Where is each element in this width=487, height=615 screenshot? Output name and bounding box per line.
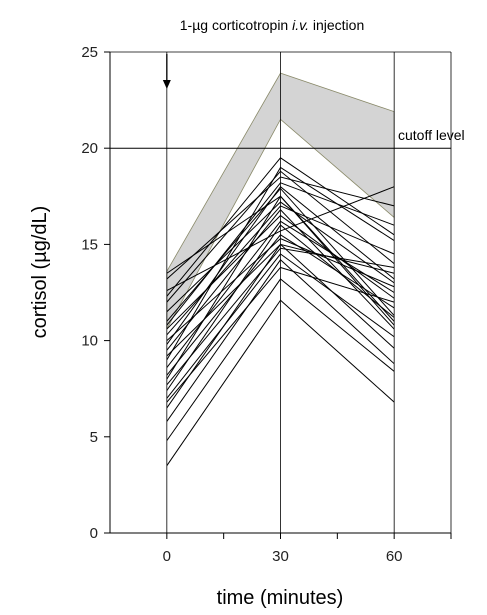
cutoff-layer: cutoff level — [110, 127, 465, 149]
series-line — [166, 186, 395, 292]
series-line — [166, 247, 395, 386]
series-line — [166, 266, 395, 403]
series-line — [166, 182, 395, 326]
y-axis-title: cortisol (µg/dL) — [29, 206, 51, 339]
series-layer — [166, 157, 395, 466]
x-tick-label: 60 — [386, 548, 403, 565]
series-line — [166, 259, 395, 422]
series-line — [166, 299, 395, 466]
y-tick-label: 20 — [81, 140, 98, 157]
y-tick-label: 25 — [81, 44, 98, 61]
y-tick-label: 10 — [81, 333, 98, 350]
x-tick-label: 0 — [163, 548, 171, 565]
series-line — [166, 166, 395, 361]
series-line — [166, 201, 395, 313]
x-axis-title: time (minutes) — [217, 587, 344, 609]
cutoff-label: cutoff level — [398, 127, 465, 143]
series-line — [166, 224, 395, 391]
chart-title-part-1: 1-µg corticotropin — [180, 17, 292, 33]
series-line — [166, 157, 395, 297]
series-line — [166, 170, 395, 303]
series-line — [166, 238, 395, 341]
series-line — [166, 253, 395, 399]
injection-arrow-head — [162, 80, 171, 89]
chart-title-part-3: injection — [309, 17, 364, 33]
y-tick-label: 15 — [81, 236, 98, 253]
chart-title-part-2: i.v. — [292, 17, 309, 33]
series-line — [166, 209, 395, 351]
x-tick-label: 30 — [272, 548, 289, 565]
y-tick-label: 0 — [90, 525, 98, 542]
series-line — [166, 234, 395, 376]
series-line — [166, 195, 395, 380]
series-line — [166, 243, 395, 409]
grid-layer — [110, 51, 452, 533]
injection-marker — [162, 54, 171, 89]
chart-title: 1-µg corticotropin i.v. injection — [180, 17, 364, 33]
series-line — [166, 185, 395, 345]
tick-layer: 0 5 10 15 20 25 0 30 60 — [81, 44, 452, 565]
y-tick-label: 5 — [90, 429, 98, 446]
series-line — [166, 176, 395, 280]
series-line — [166, 278, 395, 441]
